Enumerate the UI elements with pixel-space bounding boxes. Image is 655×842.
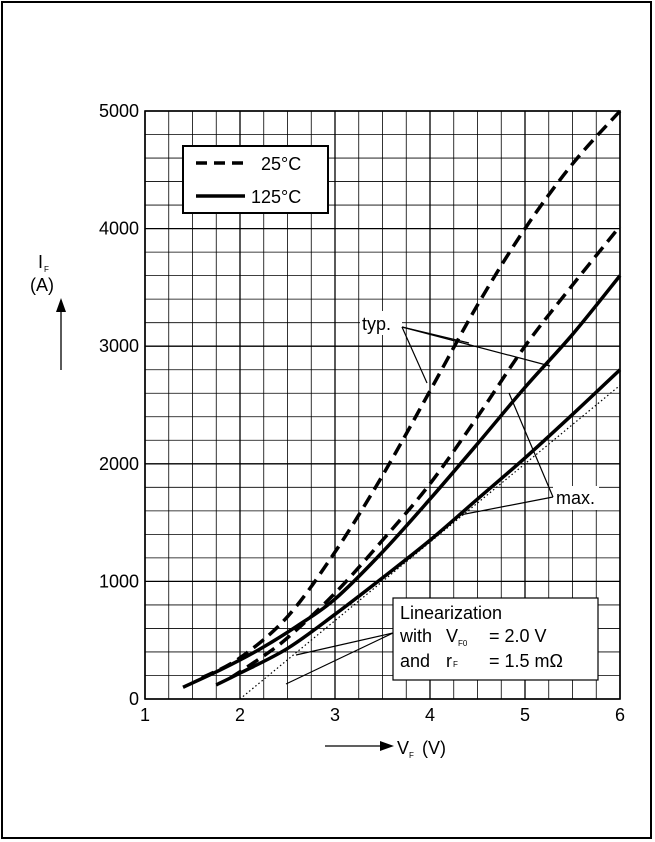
x-tick-label: 5 [520,705,530,725]
x-axis-symbol: V [397,738,409,758]
tick-labels: 1 2 3 4 5 6 0 1000 2000 3000 4000 5000 [99,101,625,725]
typ-annotation: typ. [360,311,551,384]
x-axis-subscript: F [409,751,414,760]
linearization-and: and [400,651,430,671]
linearization-annotation: Linearization with V F0 = 2.0 V and r F … [285,597,599,685]
typ-leader-3 [401,326,428,384]
y-axis-subscript: F [44,265,49,274]
linearization-r-symbol: r [446,651,452,671]
series-line-25c-max [229,225,622,680]
legend: 25°C 125°C [182,145,329,214]
x-tick-label: 1 [140,705,150,725]
y-axis-title: I F (A) [30,252,66,370]
y-tick-label: 3000 [99,336,139,356]
x-axis-title: V F (V) [325,738,446,760]
y-axis-symbol: I [38,252,43,272]
linearization-v-symbol: V [446,626,458,646]
y-tick-label: 4000 [99,219,139,239]
typ-leader-2 [401,326,551,367]
x-tick-label: 6 [615,705,625,725]
linearization-box [392,597,599,681]
series-line-125c-max [215,368,622,687]
linearization-r-value: = 1.5 mΩ [489,651,563,671]
typ-label: typ. [362,314,391,334]
linearization-leader-2 [285,632,394,685]
linearization-with: with [399,626,432,646]
x-tick-label: 3 [330,705,340,725]
max-leader-2 [459,496,554,516]
max-label: max. [556,488,595,508]
y-tick-label: 1000 [99,571,139,591]
linearization-title: Linearization [400,603,502,623]
y-tick-label: 2000 [99,454,139,474]
max-leader-1 [508,392,554,498]
linearization-v-subscript: F0 [458,639,468,648]
linearization-v-value: = 2.0 V [489,626,547,646]
legend-label-25c: 25°C [261,154,301,174]
y-axis-unit: (A) [30,275,54,295]
linearization-leader-1 [295,632,394,656]
x-tick-label: 2 [235,705,245,725]
y-tick-label: 0 [129,689,139,709]
max-annotation: max. [459,392,599,516]
x-axis-unit: (V) [422,738,446,758]
x-tick-label: 4 [425,705,435,725]
legend-label-125c: 125°C [251,187,301,207]
legend-box [182,145,329,214]
y-tick-label: 5000 [99,101,139,121]
plot-area-border [144,110,621,700]
linearization-r-subscript: F [453,660,458,669]
series-line-125c-typ [182,274,622,689]
y-axis-arrowhead [56,298,66,312]
series-line-25c-typ [201,109,622,680]
x-axis-arrowhead [380,741,394,751]
series-lines [182,109,622,700]
